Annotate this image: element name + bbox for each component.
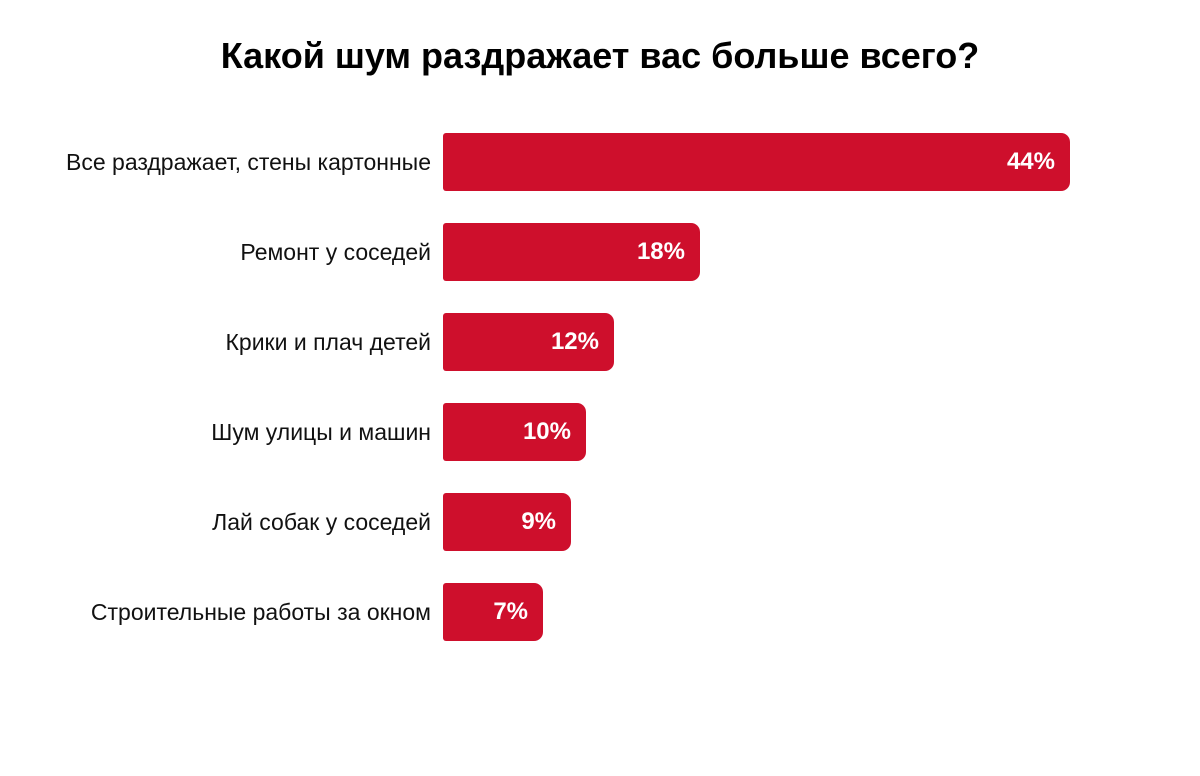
chart-title: Какой шум раздражает вас больше всего? [220,35,980,76]
category-label: Все раздражает, стены картонные [66,148,431,175]
bar: 18% [443,223,700,282]
category-label: Ремонт у соседей [240,238,431,265]
bar-value-label: 10% [522,418,571,446]
infographic-page: Какой шум раздражает вас больше всего? В… [0,34,1200,776]
bar: 7% [443,583,543,642]
bar-chart: Все раздражает, стены картонные 44% Ремонт… [0,133,1200,642]
category-label: Шум улицы и машин [211,418,431,445]
bar-value-label: 44% [1006,148,1055,176]
chart-row: Шум улицы и машин 10% [0,403,1200,462]
bar: 9% [443,493,571,552]
bar: 10% [443,403,586,462]
chart-row: Лай собак у соседей 9% [0,493,1200,552]
chart-row: Строительные работы за окном 7% [0,583,1200,642]
bar: 12% [443,313,614,372]
chart-row: Все раздражает, стены картонные 44% [0,133,1200,192]
bar-value-label: 12% [550,328,599,356]
category-label: Крики и плач детей [225,328,431,355]
chart-row: Крики и плач детей 12% [0,313,1200,372]
bar: 44% [443,133,1070,192]
bar-value-label: 18% [636,238,685,266]
category-label: Лай собак у соседей [212,508,431,535]
bar-value-label: 7% [493,598,528,626]
category-label: Строительные работы за окном [90,598,431,625]
chart-row: Ремонт у соседей 18% [0,223,1200,282]
bar-value-label: 9% [521,508,556,536]
